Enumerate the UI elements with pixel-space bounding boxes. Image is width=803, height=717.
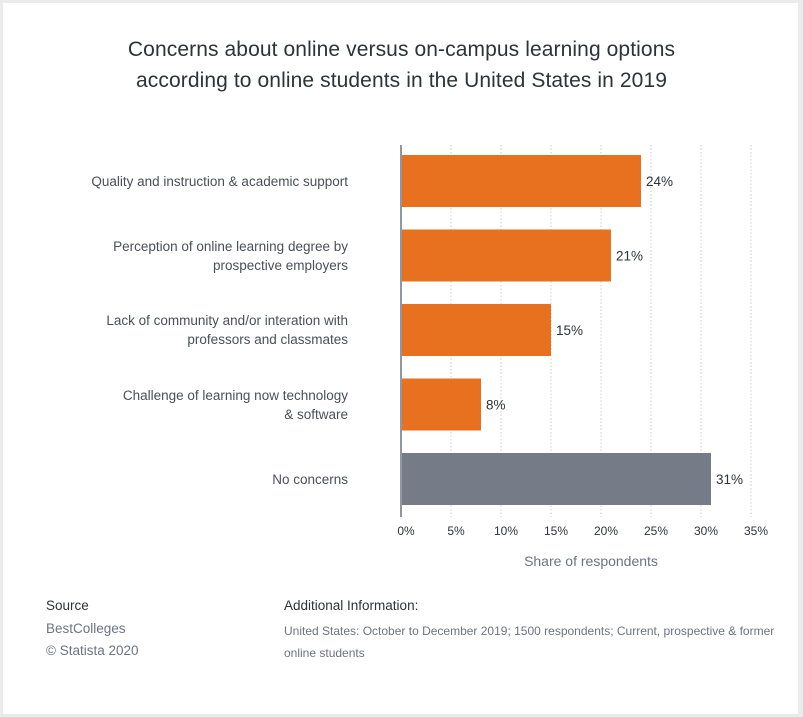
value-label: 31% (716, 472, 743, 487)
category-label: No concerns (272, 471, 348, 487)
bar[interactable] (402, 453, 711, 505)
x-tick-label: 30% (694, 524, 718, 538)
category-label: Quality and instruction & academic suppo… (91, 173, 348, 189)
category-label: Perception of online learning degree by … (113, 238, 348, 273)
category-label: Lack of community and/or interation with… (106, 313, 348, 347)
x-tick-label: 25% (644, 524, 668, 538)
x-tick-label: 10% (494, 524, 518, 538)
value-labels: 24% 21% 15% 8% 31% (486, 174, 743, 487)
x-axis-title: Share of respondents (524, 553, 658, 569)
x-tick-label: 15% (544, 524, 568, 538)
bars (402, 155, 711, 505)
x-tick-label: 35% (744, 524, 768, 538)
additional-info-text: United States: October to December 2019;… (284, 624, 775, 660)
chart-title-line-2: according to online students in the Unit… (135, 69, 668, 92)
bar[interactable] (402, 304, 551, 356)
bar[interactable] (402, 378, 481, 431)
bar[interactable] (402, 155, 641, 207)
value-label: 15% (556, 323, 583, 338)
x-tick-label: 0% (397, 524, 415, 538)
chart-title-line-1: Concerns about online versus on-campus l… (127, 38, 676, 61)
copyright-text: © Statista 2020 (46, 643, 139, 658)
source-name-link[interactable]: BestColleges (46, 621, 126, 636)
x-tick-label: 5% (447, 524, 465, 538)
category-label: Challenge of learning now technology & s… (122, 387, 348, 422)
x-tick-labels: 0% 5% 10% 15% 20% 25% 30% 35% (397, 524, 768, 538)
additional-info-heading: Additional Information: (284, 598, 419, 613)
x-tick-label: 20% (594, 524, 618, 538)
value-label: 8% (486, 398, 506, 413)
source-heading: Source (46, 598, 89, 613)
chart-title: Concerns about online versus on-campus l… (0, 34, 803, 96)
value-label: 21% (616, 249, 643, 264)
value-label: 24% (646, 174, 673, 189)
bar[interactable] (402, 229, 611, 282)
